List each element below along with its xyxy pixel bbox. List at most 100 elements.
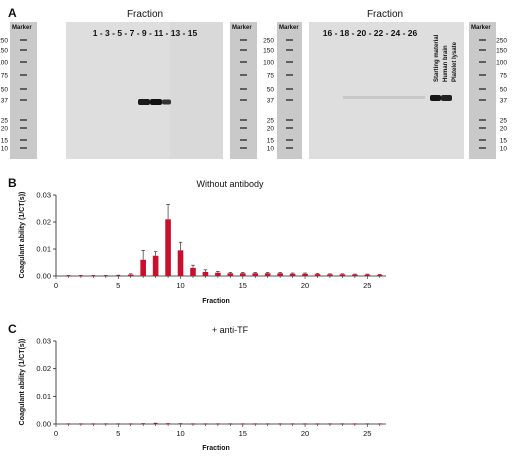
ladder-label-15: 15 bbox=[267, 138, 275, 145]
blot-left-lanes: 1 - 3 - 5 - 7 - 9 - 11 - 13 - 15 bbox=[93, 28, 198, 38]
marker-band-100 bbox=[286, 61, 293, 63]
bar-fraction-11 bbox=[190, 423, 196, 425]
ladder-label-75: 75 bbox=[500, 73, 508, 80]
chart-c-ylabel: Coagulant ability (1/CT(s)) bbox=[19, 339, 26, 426]
ladder-label-37: 37 bbox=[267, 98, 275, 105]
chart-b: 0.00 0.01 0.02 0.03 0 5 10 15 20 25 bbox=[36, 191, 386, 290]
bar-fraction-24 bbox=[352, 423, 358, 425]
bar-fraction-24 bbox=[352, 274, 358, 276]
bar-fraction-25 bbox=[364, 274, 371, 276]
blot-right-lanes: 16 - 18 - 20 - 22 - 24 - 26 bbox=[323, 28, 418, 38]
marker-band-25 bbox=[286, 119, 293, 121]
marker-strip-3 bbox=[277, 22, 302, 159]
marker-band-75 bbox=[286, 74, 293, 76]
y-tick-label: 0.03 bbox=[36, 337, 51, 346]
bar-fraction-15 bbox=[239, 273, 246, 276]
ladder-label-15: 15 bbox=[500, 138, 508, 145]
bar-fraction-15 bbox=[239, 423, 246, 425]
bar-fraction-2 bbox=[78, 275, 84, 277]
ladder-label-100: 100 bbox=[0, 60, 8, 67]
marker-band-10 bbox=[240, 147, 247, 149]
bar-fraction-14 bbox=[227, 423, 234, 425]
marker-band-150 bbox=[479, 49, 486, 51]
blot-right-title: Fraction bbox=[367, 9, 403, 20]
bar-fraction-25 bbox=[364, 423, 371, 425]
ladder-label-50: 50 bbox=[500, 87, 508, 94]
bar-fraction-9 bbox=[165, 423, 171, 425]
chart-c: 0.00 0.01 0.02 0.03 0 5 10 15 20 25 bbox=[36, 337, 386, 438]
ladder-label-20: 20 bbox=[500, 126, 508, 133]
x-tick-label: 20 bbox=[301, 281, 309, 290]
x-tick-label: 10 bbox=[176, 281, 184, 290]
bar-fraction-22 bbox=[327, 274, 333, 276]
bar-fraction-4 bbox=[103, 423, 109, 425]
x-tick-label: 20 bbox=[301, 429, 309, 438]
marker-band-250 bbox=[20, 39, 27, 41]
x-tick-label: 10 bbox=[176, 429, 184, 438]
blot-right bbox=[309, 22, 464, 159]
lane-label-starting-material: Starting material bbox=[434, 34, 440, 82]
bar-fraction-1 bbox=[65, 275, 72, 277]
marker-band-250 bbox=[286, 39, 293, 41]
ladder-label-150: 150 bbox=[496, 48, 507, 55]
bar-fraction-23 bbox=[339, 274, 346, 276]
bar-fraction-12 bbox=[202, 271, 209, 276]
marker-band-10 bbox=[286, 147, 293, 149]
ladder-label-50: 50 bbox=[1, 87, 9, 94]
ladder-label-25: 25 bbox=[500, 118, 508, 125]
marker-label-2: Marker bbox=[232, 25, 252, 31]
marker-band-15 bbox=[479, 139, 486, 141]
bar-fraction-16 bbox=[252, 423, 259, 425]
blot-band-fraction-8 bbox=[138, 99, 150, 105]
marker-band-50 bbox=[479, 88, 486, 90]
bar-fraction-14 bbox=[227, 273, 234, 276]
marker-band-75 bbox=[479, 74, 486, 76]
marker-band-250 bbox=[240, 39, 247, 41]
bar-fraction-8 bbox=[152, 255, 159, 276]
marker-band-37 bbox=[240, 99, 247, 101]
bar-fraction-3 bbox=[90, 275, 97, 277]
marker-band-20 bbox=[20, 127, 27, 129]
panel-a-letter: A bbox=[8, 6, 17, 20]
bar-fraction-2 bbox=[78, 423, 84, 425]
bar-fraction-4 bbox=[103, 275, 109, 277]
ladder-label-10: 10 bbox=[1, 146, 9, 153]
marker-band-50 bbox=[240, 88, 247, 90]
marker-band-20 bbox=[286, 127, 293, 129]
ladder-label-75: 75 bbox=[1, 73, 9, 80]
marker-band-37 bbox=[479, 99, 486, 101]
panel-c-letter: C bbox=[8, 322, 17, 336]
bar-fraction-22 bbox=[327, 423, 333, 425]
chart-b-xlabel: Fraction bbox=[202, 298, 230, 305]
bar-fraction-20 bbox=[302, 273, 308, 276]
bar-fraction-20 bbox=[302, 423, 308, 425]
bar-fraction-18 bbox=[277, 273, 283, 276]
bar-fraction-9 bbox=[165, 219, 171, 276]
blot-band-human-brain bbox=[441, 95, 452, 101]
marker-bands-2 bbox=[240, 39, 247, 149]
marker-band-15 bbox=[240, 139, 247, 141]
bar-fraction-21 bbox=[314, 423, 321, 425]
marker-band-75 bbox=[240, 74, 247, 76]
blot-left-shade bbox=[170, 22, 223, 159]
ladder-label-250: 250 bbox=[263, 38, 274, 45]
bar-fraction-10 bbox=[177, 250, 184, 276]
x-tick-label: 25 bbox=[363, 429, 371, 438]
marker-label-3: Marker bbox=[279, 25, 299, 31]
bar-fraction-21 bbox=[314, 274, 321, 276]
ladder-label-100: 100 bbox=[263, 60, 274, 67]
bar-fraction-7 bbox=[140, 259, 146, 276]
bar-fraction-17 bbox=[264, 423, 271, 425]
y-tick-label: 0.02 bbox=[36, 218, 51, 227]
marker-band-75 bbox=[20, 74, 27, 76]
blot-band-fraction-9 bbox=[150, 99, 162, 105]
marker-band-37 bbox=[20, 99, 27, 101]
bar-fraction-18 bbox=[277, 423, 283, 425]
blot-band-starting-material bbox=[430, 95, 441, 101]
ladder-label-25: 25 bbox=[267, 118, 275, 125]
